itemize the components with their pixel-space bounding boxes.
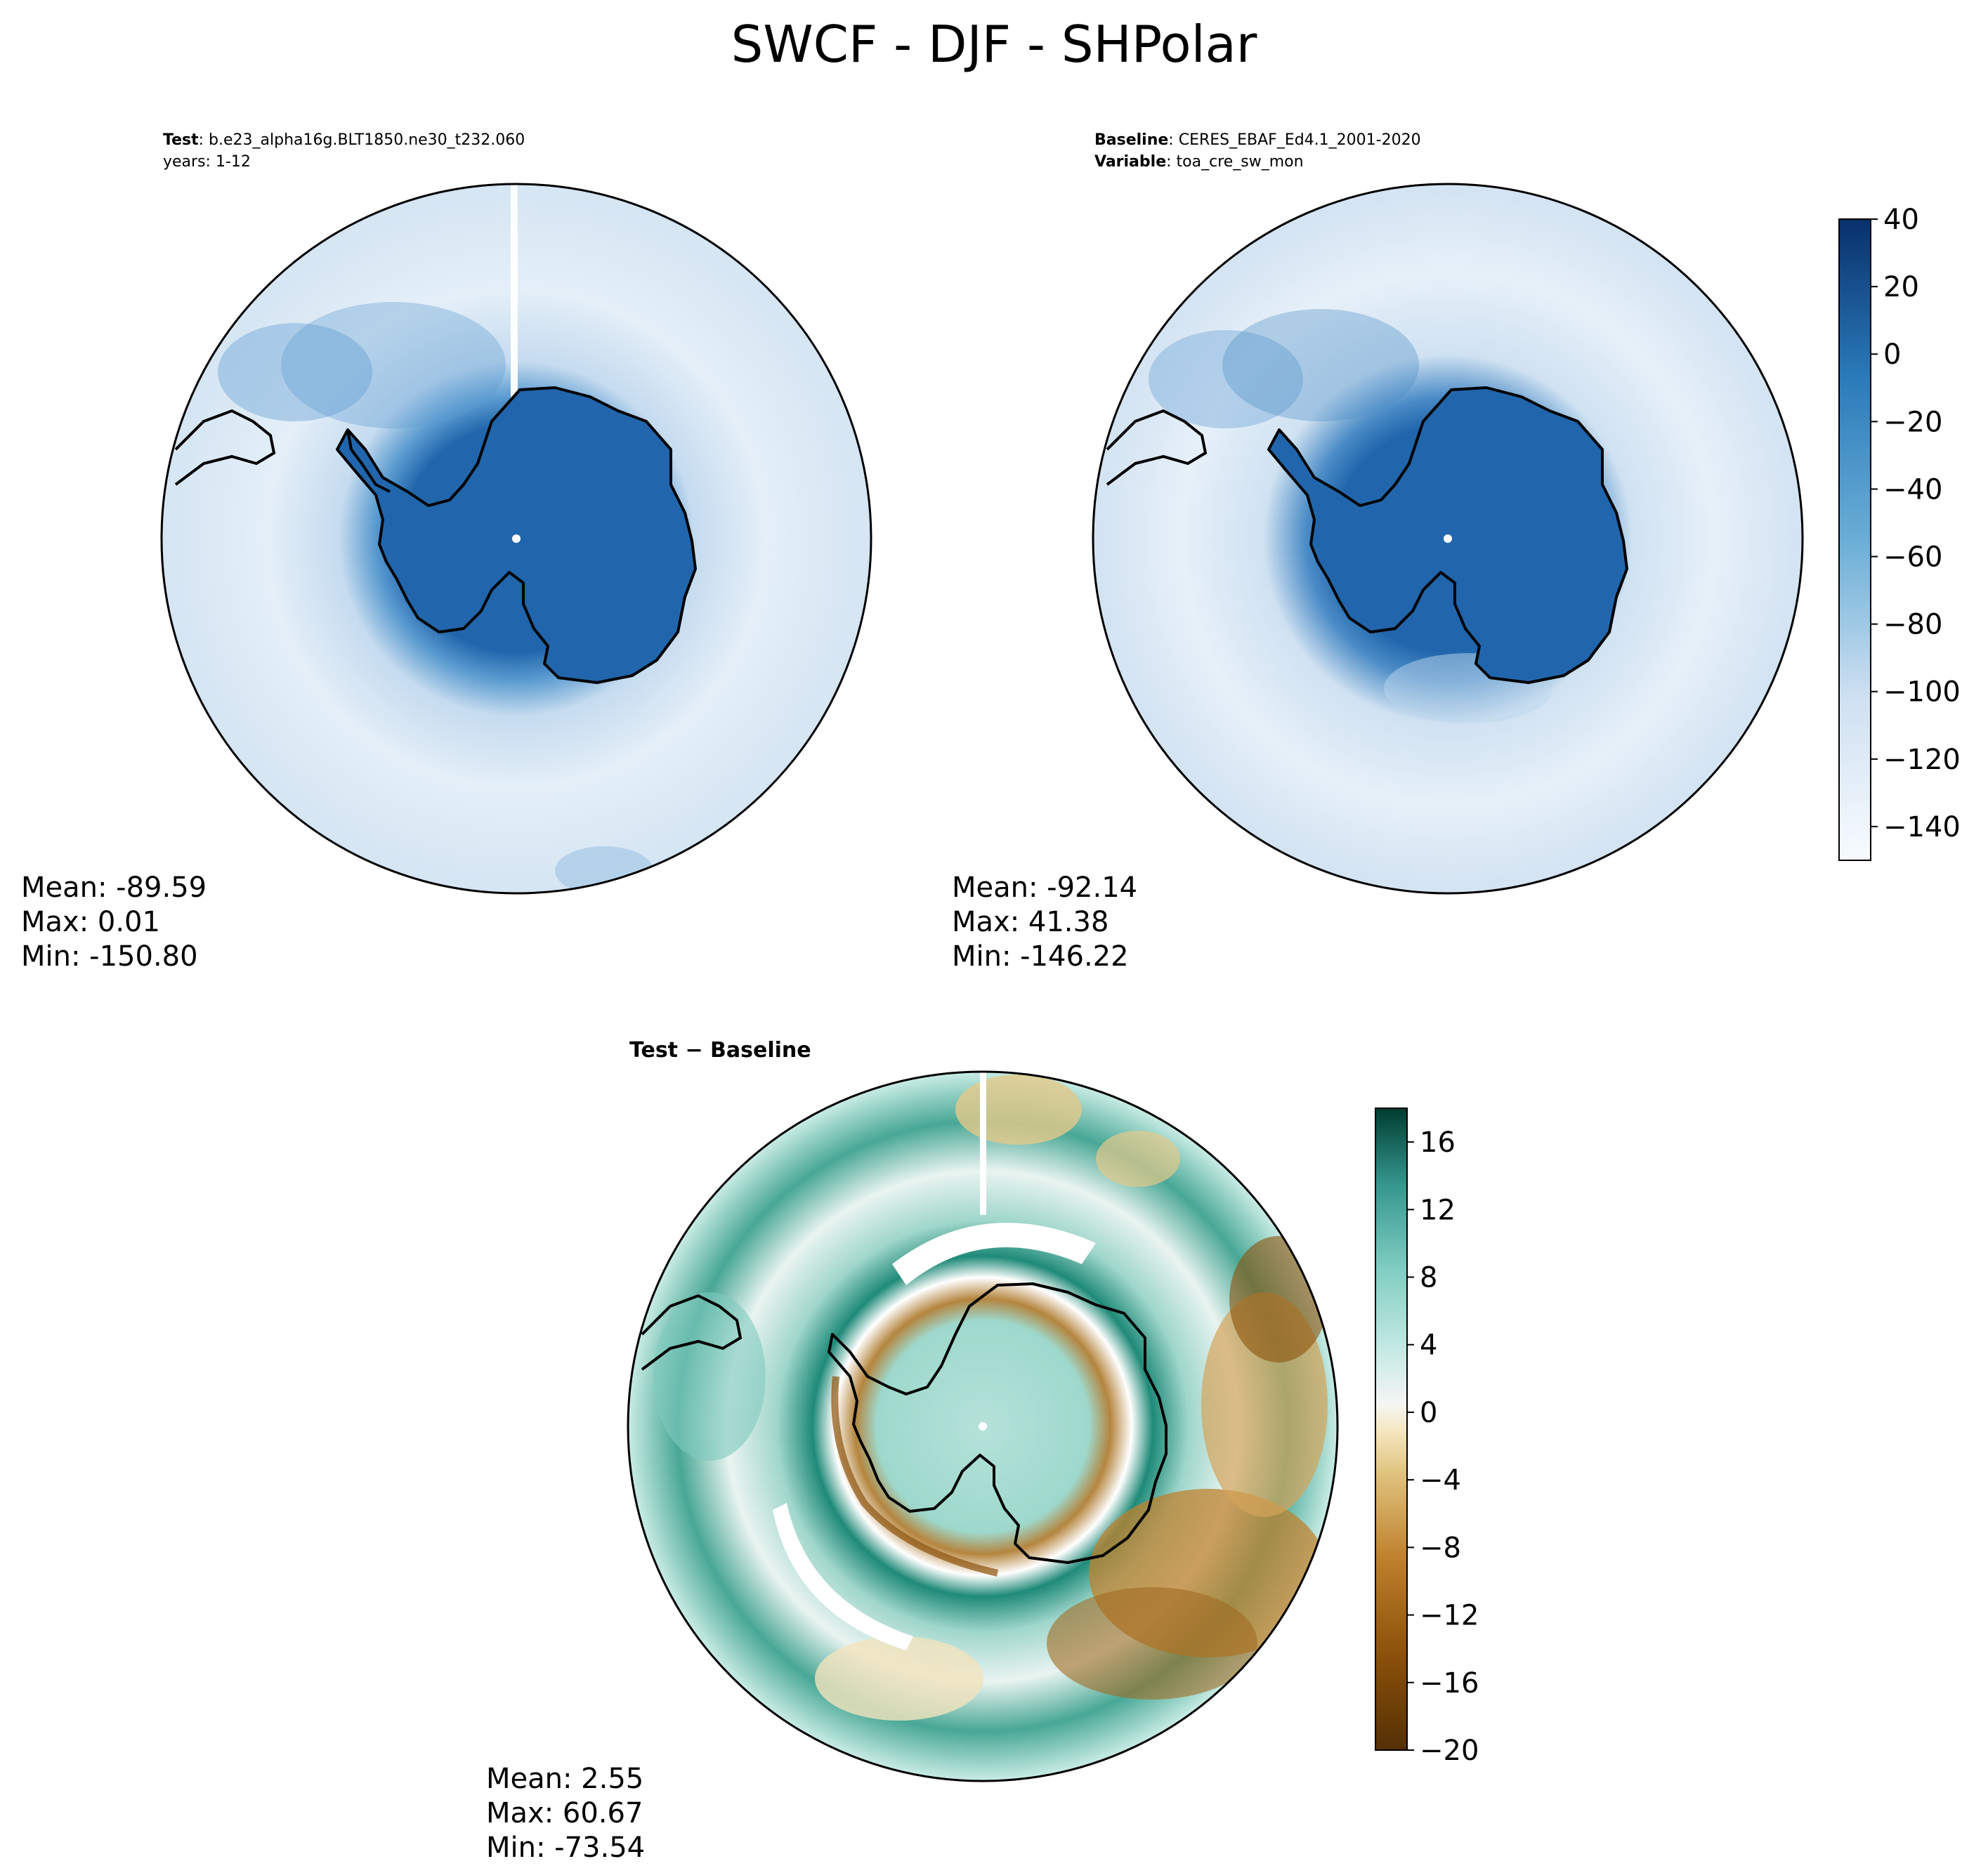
top-colorbar-tick-label: −60 — [1883, 541, 1942, 574]
diff-max: Max: 60.67 — [486, 1797, 643, 1829]
bottom-colorbar-tick-label: 0 — [1420, 1397, 1437, 1429]
diff-south-america-coast — [641, 1294, 743, 1371]
bottom-colorbar-tick-label: 4 — [1420, 1329, 1437, 1362]
diff-map — [628, 1072, 1338, 1781]
svg-text:Variable: toa_cre_sw_mon: Variable: toa_cre_sw_mon — [1094, 153, 1304, 171]
baseline-header-dataset: : CERES_EBAF_Ed4.1_2001-2020 — [1168, 131, 1420, 149]
baseline-mean: Mean: -92.14 — [952, 872, 1137, 904]
diff-pole-marker — [979, 1422, 987, 1431]
svg-text:Baseline: CERES_EBAF_Ed4.1_200: Baseline: CERES_EBAF_Ed4.1_2001-2020 — [1094, 131, 1421, 149]
bottom-colorbar-bar — [1375, 1108, 1408, 1751]
bottom-colorbar-tick-label: 16 — [1420, 1126, 1456, 1159]
bottom-colorbar-tick-label: 12 — [1420, 1194, 1456, 1226]
top-colorbar-tick-label: −40 — [1883, 473, 1942, 506]
baseline-max: Max: 41.38 — [952, 906, 1109, 938]
top-colorbar-bar — [1838, 218, 1871, 861]
bottom-colorbar-tick-label: −16 — [1420, 1667, 1479, 1700]
bottom-colorbar-ticks: 16 12 8 4 0 −4 −8 −12 −16 −20 — [1407, 1126, 1479, 1767]
diff-panel: Test − Baseline Mean: 2.55 Max: 60.67 Mi… — [486, 1038, 1339, 1864]
baseline-min: Min: -146.22 — [952, 940, 1129, 973]
test-min: Min: -150.80 — [21, 940, 198, 973]
bottom-colorbar-tick-label: −4 — [1420, 1464, 1461, 1497]
test-header-case: : b.e23_alpha16g.BLT1850.ne30_t232.060 — [199, 131, 525, 149]
top-colorbar-tick-label: 20 — [1883, 271, 1919, 303]
top-colorbar-tick-label: −140 — [1883, 811, 1961, 843]
bottom-colorbar-tick-label: −20 — [1420, 1735, 1479, 1767]
baseline-pole-marker — [1444, 534, 1452, 543]
top-colorbar-tick-label: 40 — [1883, 204, 1919, 236]
baseline-south-america-coast — [1106, 409, 1208, 486]
diff-map-boundary — [627, 1070, 1339, 1782]
figure-title: SWCF - DJF - SHPolar — [731, 15, 1257, 74]
bottom-colorbar-tick-label: 8 — [1420, 1262, 1437, 1294]
bottom-colorbar-tick-label: −8 — [1420, 1532, 1461, 1564]
top-colorbar: 40 20 0 −20 −40 −60 −80 −100 −120 −140 — [1838, 204, 1961, 861]
test-panel: Test: b.e23_alpha16g.BLT1850.ne30_t232.0… — [21, 131, 872, 973]
test-mean: Mean: -89.59 — [21, 872, 207, 904]
test-pole-marker — [512, 534, 521, 543]
test-max: Max: 0.01 — [21, 906, 160, 938]
top-colorbar-tick-label: −80 — [1883, 609, 1942, 641]
diff-antarctica-coastline — [828, 1282, 1168, 1564]
diff-mean: Mean: 2.55 — [486, 1763, 643, 1795]
baseline-header-label: Baseline — [1094, 131, 1168, 149]
top-colorbar-tick-label: −120 — [1883, 744, 1961, 776]
test-south-america-coast — [174, 409, 276, 486]
test-header-years: years: 1-12 — [163, 153, 251, 171]
test-peninsula — [346, 429, 391, 493]
diff-coast-brown-band — [831, 1376, 999, 1577]
bottom-colorbar-tick-label: −12 — [1420, 1600, 1479, 1632]
baseline-panel: Baseline: CERES_EBAF_Ed4.1_2001-2020 Var… — [952, 131, 1804, 973]
test-map-boundary — [160, 183, 872, 895]
top-colorbar-tick-label: −100 — [1883, 676, 1961, 709]
diff-title: Test − Baseline — [629, 1038, 811, 1063]
svg-text:Test: b.e23_alpha16g.BLT1850.n: Test: b.e23_alpha16g.BLT1850.ne30_t232.0… — [163, 131, 525, 149]
baseline-variable-name: : toa_cre_sw_mon — [1166, 153, 1303, 171]
top-colorbar-tick-label: 0 — [1883, 339, 1901, 371]
test-header-label: Test — [163, 131, 199, 149]
baseline-variable-label: Variable — [1094, 153, 1166, 171]
diff-min: Min: -73.54 — [486, 1832, 645, 1864]
top-colorbar-tick-label: −20 — [1883, 406, 1942, 438]
top-colorbar-ticks: 40 20 0 −20 −40 −60 −80 −100 −120 −140 — [1871, 204, 1961, 843]
bottom-colorbar: 16 12 8 4 0 −4 −8 −12 −16 −20 — [1375, 1108, 1479, 1767]
baseline-map-boundary — [1092, 183, 1804, 895]
